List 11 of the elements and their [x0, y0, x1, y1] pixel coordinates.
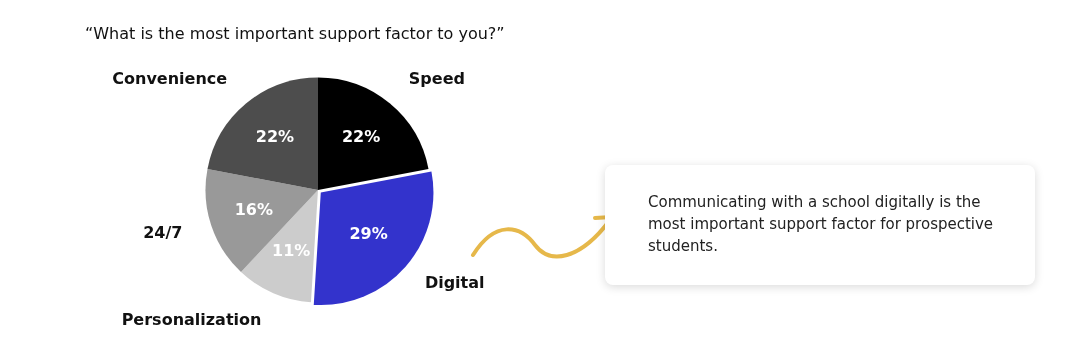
slice-label: 24/7 [143, 223, 183, 243]
text: Communicating with a school digitally is the most important support factor for prospective students. [605, 165, 1035, 285]
data-label: 22% [255, 127, 295, 147]
data-label: 29% [349, 223, 388, 243]
slice-label: Speed [408, 69, 465, 89]
slice-label: Convenience [112, 69, 228, 89]
slice-label: Digital [424, 273, 485, 293]
data-label: 22% [341, 127, 381, 147]
slice-label: Personalization [121, 309, 262, 329]
data-label: 16% [234, 200, 273, 220]
chart-title: “What is the most important support factor to you?” [85, 24, 505, 43]
